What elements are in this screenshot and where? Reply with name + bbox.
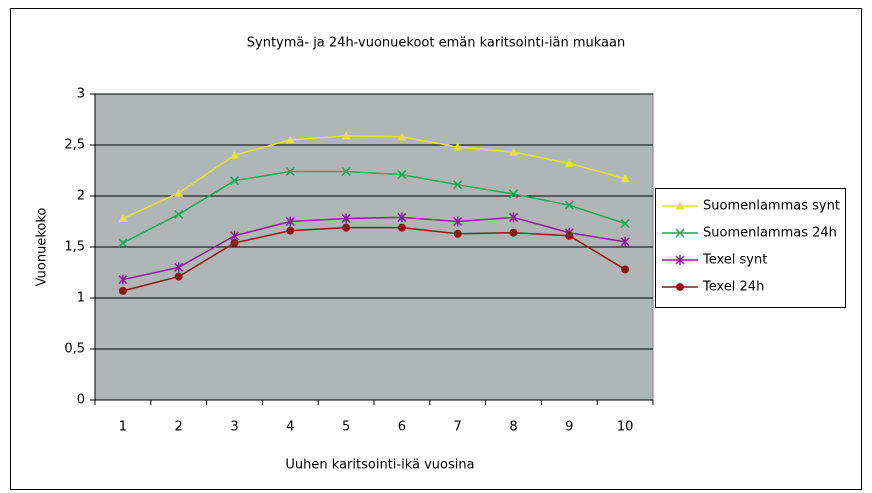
point-marker	[509, 228, 518, 237]
point-marker	[397, 170, 407, 180]
y-tick-label: 1	[77, 291, 85, 306]
x-axis-label: Uuhen karitsointi-ikä vuosina	[285, 458, 474, 473]
point-marker	[286, 226, 295, 235]
point-marker	[564, 200, 574, 210]
legend-label: Suomenlammas synt	[703, 199, 840, 214]
point-marker	[230, 238, 239, 247]
point-marker	[508, 189, 519, 199]
point-marker	[453, 216, 463, 227]
legend-label: Suomenlammas 24h	[703, 226, 837, 241]
y-tick-label: 1,5	[64, 240, 85, 255]
x-tick-label: 8	[509, 420, 517, 435]
series-line	[122, 226, 626, 292]
y-tick-label: 2,5	[64, 138, 85, 153]
x-tick-label: 10	[617, 420, 634, 435]
legend-marker	[675, 255, 685, 265]
point-marker	[229, 176, 240, 186]
point-marker	[174, 272, 183, 281]
x-tick-label: 1	[119, 420, 127, 435]
point-marker	[565, 231, 574, 240]
point-marker	[285, 166, 295, 177]
point-marker	[342, 223, 351, 232]
x-tick-label: 9	[565, 420, 573, 435]
point-marker	[118, 286, 127, 295]
series-line	[122, 135, 626, 220]
x-tick-label: 4	[286, 420, 294, 435]
point-marker	[341, 213, 351, 224]
point-marker	[397, 223, 406, 232]
point-marker	[453, 142, 463, 151]
point-marker	[174, 209, 184, 219]
legend-marker	[675, 201, 685, 210]
point-marker	[621, 265, 630, 274]
point-marker	[118, 274, 128, 285]
point-marker	[285, 135, 295, 144]
y-tick-label: 0,5	[64, 342, 85, 357]
point-marker	[118, 213, 128, 222]
point-marker	[620, 174, 630, 183]
series-line	[122, 170, 626, 244]
point-marker	[620, 236, 630, 247]
point-marker	[397, 132, 407, 141]
chart-title: Syntymä- ja 24h-vuonuekoot emän karitsoi…	[247, 36, 625, 51]
legend-marker	[676, 283, 684, 291]
point-marker	[397, 212, 407, 223]
point-marker	[230, 150, 239, 159]
point-marker	[285, 216, 295, 227]
point-marker	[341, 166, 351, 177]
x-tick-label: 3	[230, 420, 238, 435]
legend-label: Texel 24h	[702, 280, 764, 295]
point-marker	[174, 188, 184, 197]
legend-marker	[675, 228, 685, 238]
point-marker	[341, 131, 351, 140]
y-tick-label: 2	[77, 189, 85, 204]
point-marker	[453, 229, 462, 238]
point-marker	[564, 158, 574, 167]
x-tick-label: 6	[398, 420, 406, 435]
x-tick-label: 2	[175, 420, 183, 435]
series-line	[122, 216, 626, 281]
y-tick-label: 0	[77, 393, 85, 408]
point-marker	[453, 180, 463, 190]
y-axis-label: Vuonuekoko	[35, 208, 50, 287]
x-tick-label: 7	[454, 420, 462, 435]
legend-label: Texel synt	[702, 253, 767, 268]
point-marker	[118, 238, 128, 248]
point-marker	[174, 262, 184, 273]
point-marker	[509, 147, 518, 156]
point-marker	[620, 219, 630, 229]
point-marker	[508, 212, 519, 223]
y-tick-label: 3	[77, 87, 85, 102]
x-tick-label: 5	[342, 420, 350, 435]
